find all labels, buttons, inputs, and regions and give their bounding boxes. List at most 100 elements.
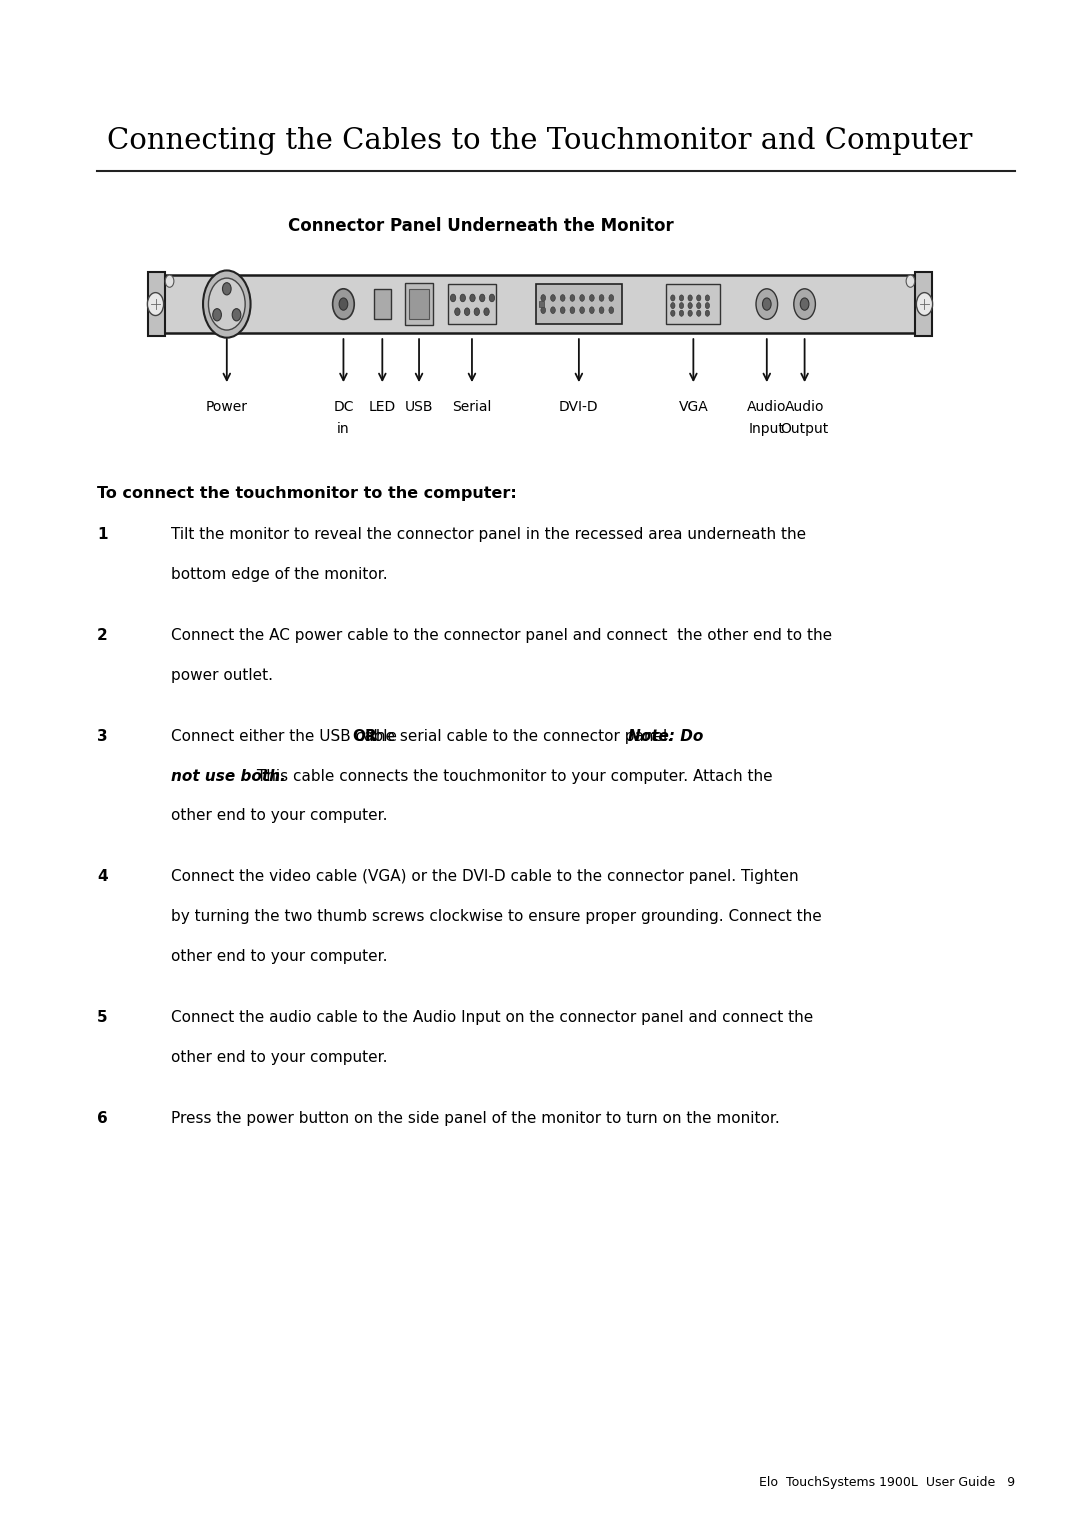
Text: Note: Do: Note: Do [627,729,703,744]
Circle shape [688,310,692,316]
Circle shape [484,309,489,316]
Text: Audio: Audio [785,400,824,414]
Circle shape [697,303,701,309]
Circle shape [570,295,575,301]
Text: Press the power button on the side panel of the monitor to turn on the monitor.: Press the power button on the side panel… [171,1111,780,1126]
Circle shape [916,293,933,316]
Circle shape [800,298,809,310]
Text: VGA: VGA [678,400,708,414]
Circle shape [679,310,684,316]
Circle shape [222,283,231,295]
Text: This cable connects the touchmonitor to your computer. Attach the: This cable connects the touchmonitor to … [252,769,772,784]
Text: Connector Panel Underneath the Monitor: Connector Panel Underneath the Monitor [287,217,674,235]
Circle shape [762,298,771,310]
Text: 5: 5 [97,1010,108,1025]
Text: Input: Input [748,422,785,435]
Circle shape [551,295,555,301]
Circle shape [609,307,613,313]
Circle shape [671,303,675,309]
Text: Connect the audio cable to the Audio Input on the connector panel and connect th: Connect the audio cable to the Audio Inp… [171,1010,813,1025]
Text: Connect the AC power cable to the connector panel and connect  the other end to : Connect the AC power cable to the connec… [171,628,832,643]
Bar [539,301,544,307]
Circle shape [705,303,710,309]
Circle shape [541,307,545,313]
Bar [409,289,429,319]
Circle shape [697,295,701,301]
Circle shape [455,309,460,316]
Circle shape [705,310,710,316]
Text: DC: DC [334,400,353,414]
Text: To connect the touchmonitor to the computer:: To connect the touchmonitor to the compu… [97,486,517,501]
Text: not use both.: not use both. [171,769,285,784]
Circle shape [208,278,245,330]
Bar [666,284,720,324]
Text: DVI-D: DVI-D [559,400,598,414]
Circle shape [590,307,594,313]
Circle shape [460,293,465,301]
Circle shape [480,293,485,301]
Circle shape [464,309,470,316]
Circle shape [570,307,575,313]
Circle shape [333,289,354,319]
Circle shape [561,307,565,313]
Circle shape [688,303,692,309]
Text: other end to your computer.: other end to your computer. [171,1050,387,1065]
Circle shape [794,289,815,319]
Circle shape [213,309,221,321]
Bar [405,283,433,325]
Circle shape [697,310,701,316]
Circle shape [561,295,565,301]
Text: other end to your computer.: other end to your computer. [171,808,387,824]
Circle shape [339,298,348,310]
Text: 2: 2 [97,628,108,643]
Text: in: in [337,422,350,435]
Circle shape [756,289,778,319]
Circle shape [203,270,251,338]
Text: 1: 1 [97,527,108,542]
Circle shape [470,293,475,301]
Circle shape [165,275,174,287]
Bar [915,272,932,336]
Circle shape [679,303,684,309]
Text: Power: Power [206,400,247,414]
Circle shape [147,293,164,316]
Text: 3: 3 [97,729,108,744]
Bar [148,272,165,336]
Text: USB: USB [405,400,433,414]
Text: OR: OR [352,729,377,744]
Text: by turning the two thumb screws clockwise to ensure proper grounding. Connect th: by turning the two thumb screws clockwis… [171,909,822,924]
Circle shape [474,309,480,316]
Text: 6: 6 [97,1111,108,1126]
Circle shape [671,295,675,301]
Circle shape [599,307,604,313]
Circle shape [489,293,495,301]
Circle shape [580,307,584,313]
Circle shape [906,275,915,287]
Text: other end to your computer.: other end to your computer. [171,949,387,964]
Text: Connect the video cable (VGA) or the DVI-D cable to the connector panel. Tighten: Connect the video cable (VGA) or the DVI… [171,869,798,885]
Circle shape [599,295,604,301]
Bar [374,289,391,319]
Circle shape [705,295,710,301]
Text: Output: Output [781,422,828,435]
Text: LED: LED [368,400,396,414]
Circle shape [450,293,456,301]
Text: Elo  TouchSystems 1900L  User Guide   9: Elo TouchSystems 1900L User Guide 9 [759,1476,1015,1488]
Circle shape [679,295,684,301]
Bar [536,284,622,324]
Circle shape [580,295,584,301]
Circle shape [671,310,675,316]
Circle shape [688,295,692,301]
Text: Connect either the USB cable: Connect either the USB cable [171,729,402,744]
Circle shape [541,295,545,301]
Text: power outlet.: power outlet. [171,668,272,683]
Text: Serial: Serial [453,400,491,414]
Text: 4: 4 [97,869,108,885]
Text: the serial cable to the connector panel.: the serial cable to the connector panel. [365,729,677,744]
Bar [157,275,923,333]
Text: Tilt the monitor to reveal the connector panel in the recessed area underneath t: Tilt the monitor to reveal the connector… [171,527,806,542]
Circle shape [232,309,241,321]
Text: Connecting the Cables to the Touchmonitor and Computer: Connecting the Cables to the Touchmonito… [107,127,973,154]
Text: Audio: Audio [747,400,786,414]
Bar [447,284,496,324]
